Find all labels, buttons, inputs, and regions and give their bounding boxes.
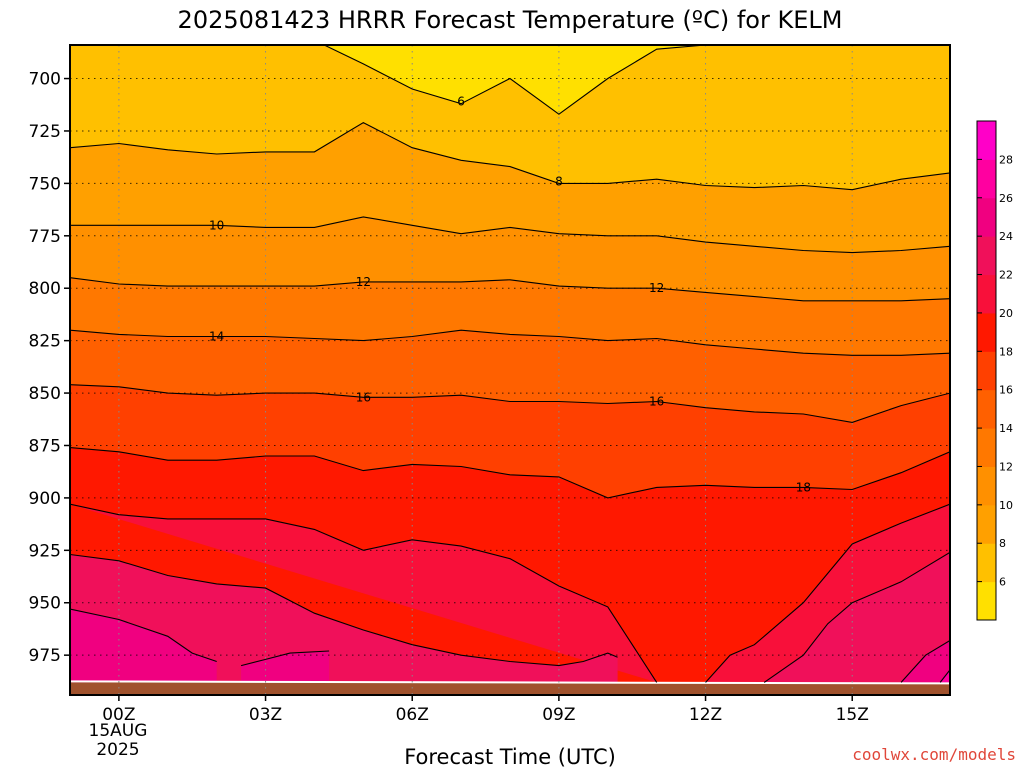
band-above-22-1	[764, 552, 950, 695]
colorbar-frame	[976, 120, 997, 621]
band-above-24-0	[70, 609, 217, 695]
colorbar-bin-10	[977, 466, 996, 506]
colorbar-tick-label-12: 12	[999, 460, 1013, 473]
isotherm-16-5	[70, 384, 950, 423]
isotherm-10-2	[70, 216, 950, 254]
band-above-20-0	[70, 504, 657, 683]
isotherm-contours	[70, 45, 950, 683]
colorbar-tick-label-18: 18	[999, 345, 1013, 358]
isotherm-24-12	[240, 650, 330, 667]
y-tick-label-875: 875	[29, 436, 61, 456]
colorbar-tick-label-6: 6	[999, 576, 1006, 589]
x-tick-label-12: 12Z	[689, 705, 722, 725]
contour-label-5: 14	[209, 329, 224, 343]
colorbar-bin-12	[977, 428, 996, 467]
colorbar-bin-26	[977, 159, 996, 199]
isotherm-6-0	[323, 45, 755, 115]
x-axis: 00Z 03Z 06Z 09Z 12Z 15Z	[102, 695, 869, 725]
colorbar-bin-16	[977, 351, 996, 391]
contour-label-1: 8	[555, 174, 563, 188]
isotherm-26-14	[939, 669, 950, 683]
contour-label-8: 18	[796, 480, 811, 494]
isotherm-8-1	[70, 121, 950, 191]
x-date-label-day: 15AUG	[89, 721, 148, 741]
x-tick-label-9: 09Z	[542, 705, 575, 725]
y-tick-label-850: 850	[29, 384, 61, 404]
chart-title: 2025081423 HRRR Forecast Temperature (ºC…	[178, 6, 843, 34]
colorbar-bin-22	[977, 236, 996, 276]
y-tick-label-925: 925	[29, 541, 61, 561]
colorbar-tick-label-14: 14	[999, 422, 1013, 435]
isotherm-22-9	[70, 553, 618, 667]
colorbar-tick-label-28: 28	[999, 153, 1013, 166]
band-above-6-0	[324, 45, 755, 115]
band-above-24-2	[901, 640, 950, 695]
contour-labels: 6 8 10 12 12 14 16 16 18	[209, 95, 811, 495]
isotherm-24-13	[900, 640, 950, 683]
contour-label-4: 12	[649, 281, 664, 295]
colorbar-bin-4	[977, 581, 996, 621]
ground-layer	[70, 680, 950, 695]
ground-edge	[70, 680, 950, 685]
colorbar-tick-label-24: 24	[999, 230, 1013, 243]
colorbar-bin-8	[977, 504, 996, 544]
x-tick-label-15: 15Z	[836, 705, 869, 725]
isotherm-18-6	[70, 447, 950, 499]
colorbar-tick-label-8: 8	[999, 537, 1006, 550]
colorbar-bin-28	[977, 121, 996, 160]
colorbar-tick-label-16: 16	[999, 384, 1013, 397]
colorbar-bin-6	[977, 543, 996, 583]
y-tick-label-725: 725	[29, 122, 61, 142]
plot-frame	[69, 44, 951, 696]
contour-label-2: 10	[209, 218, 224, 232]
colorbar-tick-label-26: 26	[999, 192, 1013, 205]
colorbar-tick-label-10: 10	[999, 499, 1013, 512]
colorbar-bin-20	[977, 274, 996, 314]
x-tick-label-6: 06Z	[396, 705, 429, 725]
y-tick-label-775: 775	[29, 227, 61, 247]
y-tick-label-750: 750	[29, 174, 61, 194]
x-date-label-year: 2025	[96, 740, 139, 760]
y-axis: 700 725 750 775 800 825 850 875 900 925 950 975	[29, 70, 70, 666]
isotherm-12-3	[70, 277, 950, 302]
isotherm-22-10	[763, 551, 950, 683]
x-tick-label-0: 00Z	[102, 705, 135, 725]
x-axis-label: Forecast Time (UTC)	[404, 745, 616, 768]
isotherm-20-8	[705, 503, 950, 683]
colorbar-bin-14	[977, 389, 996, 429]
isotherm-14-4	[70, 329, 950, 356]
colorbar-tick-label-20: 20	[999, 307, 1013, 320]
y-tick-label-800: 800	[29, 279, 61, 299]
y-tick-label-825: 825	[29, 332, 61, 352]
isotherm-24-11	[70, 608, 217, 663]
y-tick-label-900: 900	[29, 489, 61, 509]
colorbar: 6 8 10 12 14 16 18 20 22 24 26 28	[976, 120, 1013, 621]
colorbar-bin-24	[977, 197, 996, 237]
y-tick-label-975: 975	[29, 646, 61, 666]
contour-label-7: 16	[649, 394, 664, 408]
credit-text: coolwx.com/models	[852, 745, 1016, 764]
ground-fill	[70, 682, 950, 695]
y-tick-label-950: 950	[29, 594, 61, 614]
colorbar-tick-label-22: 22	[999, 269, 1013, 282]
colorbar-bin-18	[977, 312, 996, 352]
isotherm-20-7	[70, 503, 658, 683]
temperature-bands	[70, 45, 950, 695]
x-tick-label-3: 03Z	[249, 705, 282, 725]
contour-label-6: 16	[356, 390, 371, 404]
y-tick-label-700: 700	[29, 70, 61, 90]
contour-label-3: 12	[356, 275, 371, 289]
contour-label-0: 6	[457, 95, 465, 109]
